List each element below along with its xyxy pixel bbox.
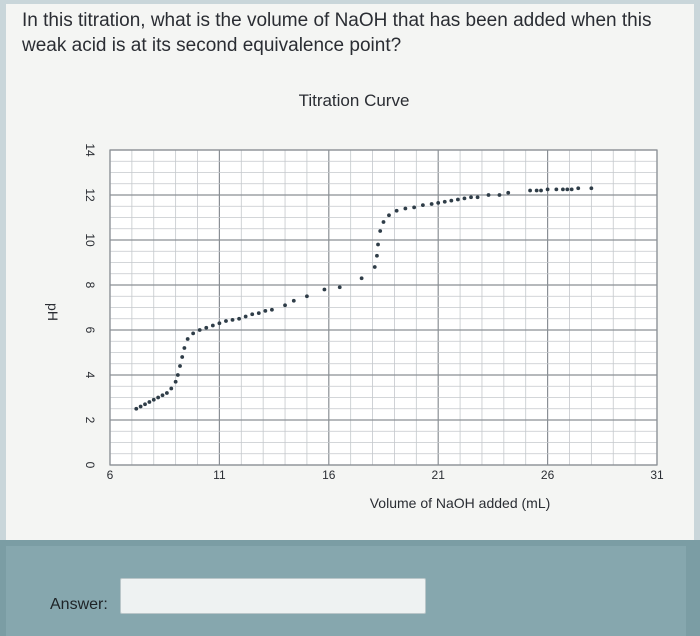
data-point <box>561 187 565 192</box>
data-point <box>545 187 550 192</box>
data-point <box>243 314 248 319</box>
data-point <box>160 393 165 398</box>
data-point <box>337 285 342 290</box>
chart-grid <box>109 149 658 466</box>
y-tick-label: 0 <box>83 462 97 469</box>
data-point <box>429 202 434 206</box>
data-point <box>554 187 559 192</box>
data-point <box>359 276 364 281</box>
data-point <box>378 229 383 233</box>
data-point <box>291 298 296 303</box>
data-point <box>134 406 139 411</box>
data-point <box>263 308 268 313</box>
y-tick-label: 8 <box>83 282 97 289</box>
data-point <box>156 395 161 400</box>
chart-axes: 6 11 16 21 26 31 0 2 4 6 8 10 12 14 <box>83 143 664 482</box>
data-point <box>394 208 399 213</box>
data-point <box>569 187 574 192</box>
data-point <box>185 337 190 341</box>
data-point <box>486 193 491 197</box>
data-point <box>539 188 543 193</box>
data-point <box>576 186 581 191</box>
chart-points <box>134 186 594 411</box>
data-point <box>442 199 447 204</box>
data-point <box>164 391 169 395</box>
data-point <box>270 307 274 312</box>
data-point <box>191 331 196 336</box>
y-axis-label: pH <box>45 303 61 321</box>
data-point <box>565 187 570 192</box>
data-point <box>138 404 143 409</box>
data-point <box>455 197 460 202</box>
x-tick-label: 11 <box>213 468 226 482</box>
data-point <box>372 265 377 269</box>
x-axis-label: Volume of NaOH added (mL) <box>370 495 551 511</box>
data-point <box>169 386 174 391</box>
titration-chart: 6 11 16 21 26 31 0 2 4 6 8 10 12 14 Titration Curve V… <box>45 91 664 511</box>
data-point <box>180 355 185 359</box>
data-point <box>506 190 511 195</box>
y-tick-label: 6 <box>83 327 97 334</box>
data-point <box>497 193 502 197</box>
data-point <box>230 317 235 322</box>
x-tick-label: 31 <box>650 468 664 482</box>
data-point <box>283 303 287 308</box>
data-point <box>387 213 391 218</box>
data-point <box>376 242 380 247</box>
data-point <box>469 195 473 200</box>
data-point <box>420 203 425 208</box>
y-tick-label: 14 <box>83 143 97 157</box>
question-text: In this titration, what is the volume of… <box>22 10 652 56</box>
data-point <box>375 253 379 258</box>
y-tick-label: 2 <box>83 417 97 424</box>
data-point <box>250 312 255 317</box>
y-tick-label: 10 <box>83 233 97 247</box>
x-tick-label: 21 <box>432 468 446 482</box>
data-point <box>449 198 454 203</box>
data-point <box>256 311 261 316</box>
plot-frame <box>109 149 658 466</box>
answer-label: Answer: <box>50 596 108 613</box>
data-point <box>147 400 152 404</box>
data-point <box>534 188 539 193</box>
data-point <box>475 195 480 200</box>
data-point <box>403 206 408 211</box>
data-point <box>178 364 182 368</box>
y-tick-label: 12 <box>83 188 97 202</box>
data-point <box>204 325 209 330</box>
data-point <box>322 287 327 292</box>
x-tick-label: 6 <box>107 468 114 482</box>
data-point <box>175 373 180 377</box>
data-point <box>305 294 309 299</box>
data-point <box>589 186 594 191</box>
data-point <box>237 316 241 321</box>
data-point <box>173 379 178 384</box>
y-tick-label: 4 <box>83 372 97 379</box>
x-tick-label: 16 <box>322 468 336 482</box>
data-point <box>462 196 467 201</box>
data-point <box>182 346 187 350</box>
data-point <box>436 200 441 205</box>
answer-input[interactable] <box>120 578 426 614</box>
chart-title: Titration Curve <box>299 91 410 110</box>
data-point <box>217 321 222 326</box>
x-tick-label: 26 <box>541 468 555 482</box>
data-point <box>197 328 202 332</box>
data-point <box>224 319 228 323</box>
data-point <box>381 220 386 224</box>
data-point <box>151 397 156 402</box>
data-point <box>210 323 215 328</box>
data-point <box>143 402 147 407</box>
data-point <box>412 205 417 210</box>
data-point <box>528 188 532 193</box>
